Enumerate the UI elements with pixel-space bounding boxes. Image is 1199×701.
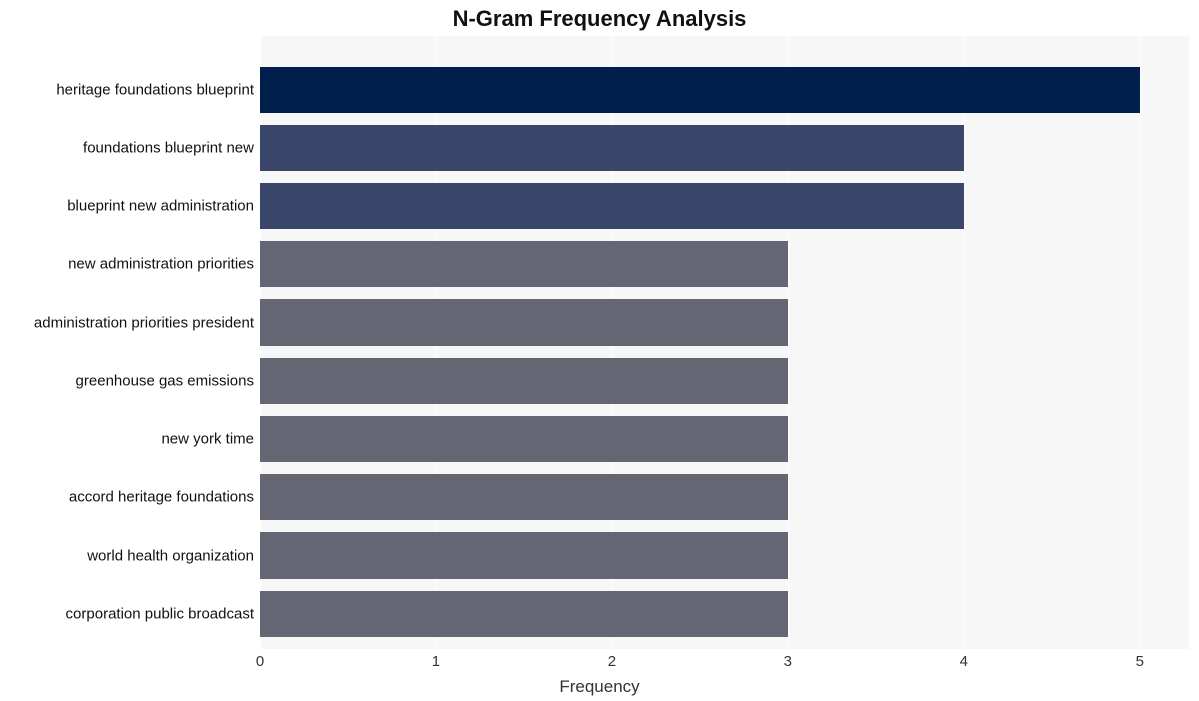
x-axis-tick-label: 1 [432,653,440,670]
y-axis-category-label: new york time [161,431,260,448]
bar [260,474,788,520]
bar [260,358,788,404]
bar [260,183,964,229]
x-axis-label: Frequency [0,677,1199,697]
y-axis-category-label: administration priorities president [34,314,260,331]
bar-row: administration priorities president [260,293,1189,351]
y-axis-category-label: accord heritage foundations [69,489,260,506]
ngram-frequency-chart: N-Gram Frequency Analysis heritage found… [0,0,1199,701]
bar-row: corporation public broadcast [260,585,1189,643]
bar [260,591,788,637]
y-axis-category-label: foundations blueprint new [83,139,260,156]
y-axis-category-label: corporation public broadcast [66,605,260,622]
y-axis-category-label: new administration priorities [68,256,260,273]
plot-area: heritage foundations blueprintfoundation… [260,36,1189,649]
x-axis-tick-label: 0 [256,653,264,670]
x-axis-tick-label: 2 [608,653,616,670]
bar [260,416,788,462]
bar-row: greenhouse gas emissions [260,352,1189,410]
x-axis-tick-label: 3 [784,653,792,670]
x-axis-tick-label: 4 [960,653,968,670]
y-axis-category-label: heritage foundations blueprint [56,81,260,98]
y-axis-category-label: world health organization [87,547,260,564]
bar-row: heritage foundations blueprint [260,61,1189,119]
bar-row: new administration priorities [260,235,1189,293]
chart-title: N-Gram Frequency Analysis [0,6,1199,32]
x-axis-ticks: 012345 [260,653,1189,673]
y-axis-category-label: greenhouse gas emissions [76,372,260,389]
bar-row: world health organization [260,526,1189,584]
bar [260,299,788,345]
y-axis-category-label: blueprint new administration [67,198,260,215]
bar [260,532,788,578]
bar [260,67,1140,113]
bar-row: accord heritage foundations [260,468,1189,526]
bar [260,241,788,287]
x-axis-tick-label: 5 [1136,653,1144,670]
bar-row: blueprint new administration [260,177,1189,235]
bar-row: new york time [260,410,1189,468]
bar [260,125,964,171]
bar-row: foundations blueprint new [260,119,1189,177]
